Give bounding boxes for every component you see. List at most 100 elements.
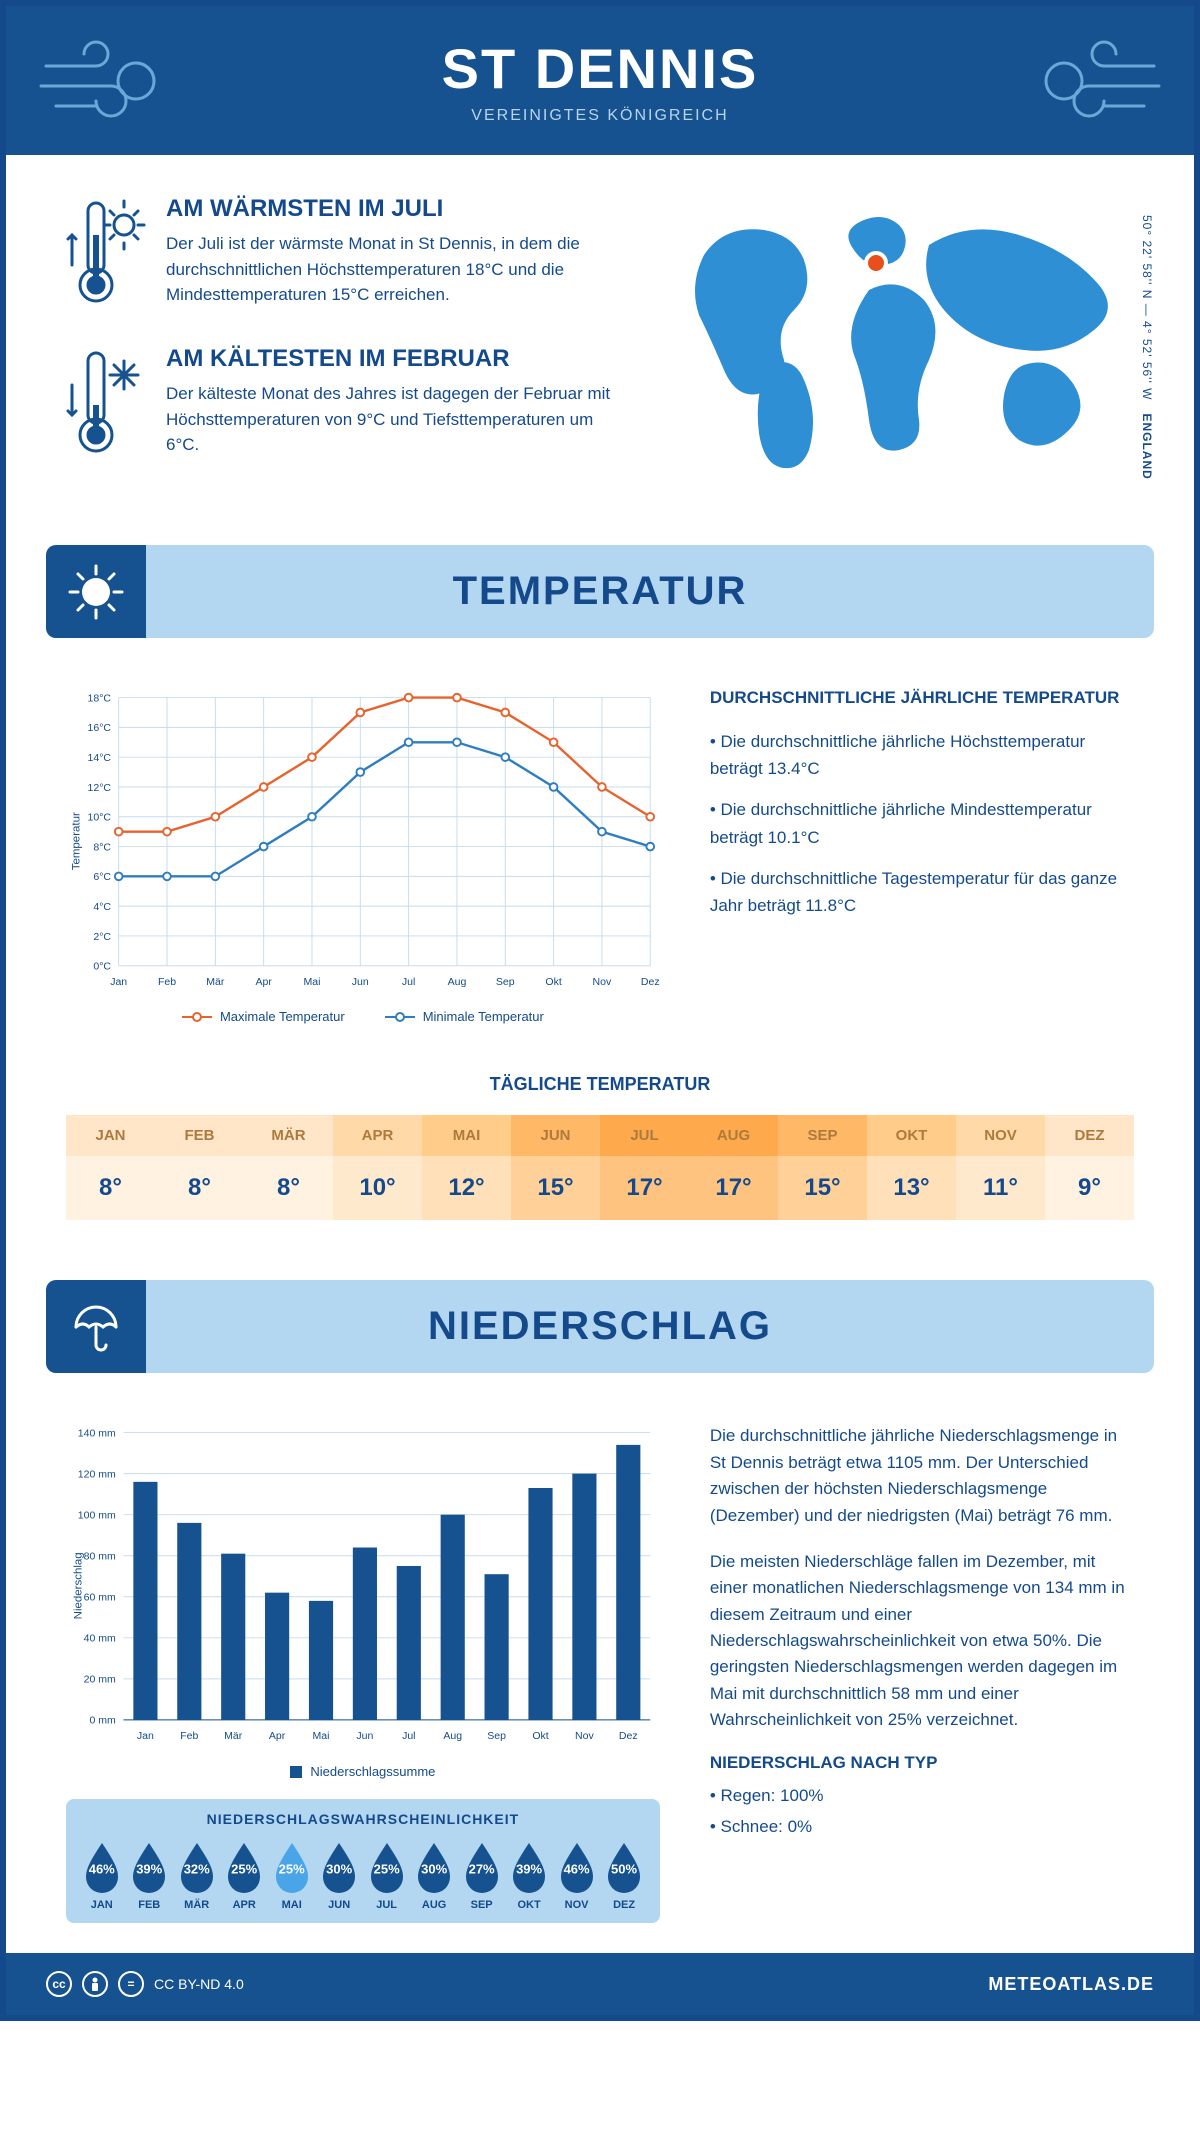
temp-table-col: APR10° bbox=[333, 1115, 422, 1220]
warmest-text: Der Juli ist der wärmste Monat in St Den… bbox=[166, 231, 614, 308]
prob-drop-item: 27%SEP bbox=[458, 1839, 505, 1911]
svg-text:80 mm: 80 mm bbox=[84, 1551, 116, 1563]
svg-text:Jul: Jul bbox=[402, 976, 415, 988]
prob-drop-item: 50%DEZ bbox=[600, 1839, 647, 1911]
coldest-text: Der kälteste Monat des Jahres ist dagege… bbox=[166, 381, 614, 458]
svg-text:Nov: Nov bbox=[593, 976, 612, 988]
svg-text:Jun: Jun bbox=[356, 1731, 373, 1743]
precipitation-section-header: NIEDERSCHLAG bbox=[46, 1280, 1154, 1373]
temperature-section-header: TEMPERATUR bbox=[46, 545, 1154, 638]
wind-icon bbox=[36, 36, 176, 136]
svg-text:100 mm: 100 mm bbox=[78, 1510, 116, 1522]
temperature-line-chart: 0°C2°C4°C6°C8°C10°C12°C14°C16°C18°CJanFe… bbox=[66, 688, 660, 1024]
precip-type-rain: • Regen: 100% bbox=[710, 1783, 1134, 1809]
svg-text:Okt: Okt bbox=[532, 1731, 548, 1743]
svg-text:Apr: Apr bbox=[255, 976, 272, 988]
svg-text:18°C: 18°C bbox=[88, 692, 112, 704]
temperature-heading: TEMPERATUR bbox=[453, 569, 748, 614]
svg-text:Aug: Aug bbox=[448, 976, 467, 988]
daily-temperature-table: TÄGLICHE TEMPERATUR JAN8°FEB8°MÄR8°APR10… bbox=[6, 1054, 1194, 1260]
coldest-block: AM KÄLTESTEN IM FEBRUAR Der kälteste Mon… bbox=[66, 345, 614, 465]
prob-drop-item: 39%OKT bbox=[505, 1839, 552, 1911]
svg-text:Nov: Nov bbox=[575, 1731, 594, 1743]
temp-info-bullet: • Die durchschnittliche Tagestemperatur … bbox=[710, 865, 1134, 919]
svg-text:60 mm: 60 mm bbox=[84, 1592, 116, 1604]
svg-text:4°C: 4°C bbox=[93, 901, 111, 913]
umbrella-icon bbox=[66, 1297, 126, 1357]
svg-text:0 mm: 0 mm bbox=[90, 1715, 117, 1727]
precip-type-snow: • Schnee: 0% bbox=[710, 1814, 1134, 1840]
world-map-icon bbox=[654, 195, 1134, 475]
svg-text:Mai: Mai bbox=[304, 976, 321, 988]
prob-drop-item: 30%JUN bbox=[315, 1839, 362, 1911]
prob-heading: NIEDERSCHLAGSWAHRSCHEINLICHKEIT bbox=[78, 1811, 648, 1827]
svg-text:Apr: Apr bbox=[269, 1731, 286, 1743]
svg-text:0°C: 0°C bbox=[93, 961, 111, 973]
thermometer-cold-icon bbox=[66, 345, 146, 465]
temperature-summary: DURCHSCHNITTLICHE JÄHRLICHE TEMPERATUR •… bbox=[710, 688, 1134, 1024]
precip-text: Die durchschnittliche jährliche Niedersc… bbox=[710, 1423, 1134, 1528]
license-label: CC BY-ND 4.0 bbox=[154, 1976, 244, 1992]
coldest-title: AM KÄLTESTEN IM FEBRUAR bbox=[166, 345, 614, 373]
svg-text:40 mm: 40 mm bbox=[84, 1633, 116, 1645]
svg-text:16°C: 16°C bbox=[88, 722, 112, 734]
svg-text:Dez: Dez bbox=[641, 976, 660, 988]
prob-drop-item: 25%APR bbox=[220, 1839, 267, 1911]
precip-text: Die meisten Niederschläge fallen im Deze… bbox=[710, 1549, 1134, 1733]
temp-table-col: NOV11° bbox=[956, 1115, 1045, 1220]
precipitation-summary: Die durchschnittliche jährliche Niedersc… bbox=[710, 1423, 1134, 1923]
svg-text:Mai: Mai bbox=[313, 1731, 330, 1743]
temp-table-col: JAN8° bbox=[66, 1115, 155, 1220]
temp-table-col: AUG17° bbox=[689, 1115, 778, 1220]
prob-drop-item: 39%FEB bbox=[125, 1839, 172, 1911]
temp-table-col: SEP15° bbox=[778, 1115, 867, 1220]
legend-max: .legend-item:nth-child(1) .legend-line::… bbox=[182, 1009, 345, 1024]
svg-text:120 mm: 120 mm bbox=[78, 1469, 116, 1481]
warmest-block: AM WÄRMSTEN IM JULI Der Juli ist der wär… bbox=[66, 195, 614, 315]
site-label: METEOATLAS.DE bbox=[988, 1974, 1154, 1995]
temp-table-col: FEB8° bbox=[155, 1115, 244, 1220]
prob-drop-item: 25%MAI bbox=[268, 1839, 315, 1911]
warmest-title: AM WÄRMSTEN IM JULI bbox=[166, 195, 614, 223]
precipitation-heading: NIEDERSCHLAG bbox=[428, 1304, 772, 1349]
svg-text:20 mm: 20 mm bbox=[84, 1674, 116, 1686]
location-title: ST DENNIS bbox=[442, 36, 759, 101]
svg-text:Jun: Jun bbox=[352, 976, 369, 988]
thermometer-hot-icon bbox=[66, 195, 146, 315]
prob-drop-item: 46%NOV bbox=[553, 1839, 600, 1911]
svg-text:Feb: Feb bbox=[180, 1731, 198, 1743]
legend-min: .legend-item:nth-child(2) .legend-line::… bbox=[385, 1009, 544, 1024]
svg-text:Feb: Feb bbox=[158, 976, 176, 988]
page-header: ST DENNIS VEREINIGTES KÖNIGREICH bbox=[6, 6, 1194, 155]
svg-text:Sep: Sep bbox=[487, 1731, 506, 1743]
svg-text:8°C: 8°C bbox=[93, 841, 111, 853]
svg-text:Okt: Okt bbox=[545, 976, 561, 988]
temp-table-col: OKT13° bbox=[867, 1115, 956, 1220]
daily-temp-heading: TÄGLICHE TEMPERATUR bbox=[66, 1074, 1134, 1095]
svg-text:Jan: Jan bbox=[137, 1731, 154, 1743]
coordinates-label: 50° 22' 58'' N — 4° 52' 56'' W ENGLAND bbox=[1140, 215, 1154, 480]
prob-drop-item: 25%JUL bbox=[363, 1839, 410, 1911]
sun-icon bbox=[66, 562, 126, 622]
wind-icon bbox=[1024, 36, 1164, 136]
precipitation-probability-box: NIEDERSCHLAGSWAHRSCHEINLICHKEIT 46%JAN39… bbox=[66, 1799, 660, 1923]
temp-table-col: DEZ9° bbox=[1045, 1115, 1134, 1220]
prob-drop-item: 46%JAN bbox=[78, 1839, 125, 1911]
location-country: VEREINIGTES KÖNIGREICH bbox=[442, 107, 759, 125]
temp-info-bullet: • Die durchschnittliche jährliche Mindes… bbox=[710, 796, 1134, 850]
by-icon bbox=[82, 1971, 108, 1997]
cc-icon: cc bbox=[46, 1971, 72, 1997]
temp-info-heading: DURCHSCHNITTLICHE JÄHRLICHE TEMPERATUR bbox=[710, 688, 1134, 708]
svg-text:2°C: 2°C bbox=[93, 931, 111, 943]
svg-text:Aug: Aug bbox=[443, 1731, 462, 1743]
page-footer: cc = CC BY-ND 4.0 METEOATLAS.DE bbox=[6, 1953, 1194, 2015]
svg-text:14°C: 14°C bbox=[88, 752, 112, 764]
temp-table-col: MÄR8° bbox=[244, 1115, 333, 1220]
precip-type-heading: NIEDERSCHLAG NACH TYP bbox=[710, 1753, 1134, 1773]
svg-text:10°C: 10°C bbox=[88, 812, 112, 824]
svg-text:140 mm: 140 mm bbox=[78, 1428, 116, 1440]
temp-table-col: MAI12° bbox=[422, 1115, 511, 1220]
location-marker-icon bbox=[868, 255, 884, 271]
temp-table-col: JUN15° bbox=[511, 1115, 600, 1220]
svg-text:Jul: Jul bbox=[402, 1731, 415, 1743]
